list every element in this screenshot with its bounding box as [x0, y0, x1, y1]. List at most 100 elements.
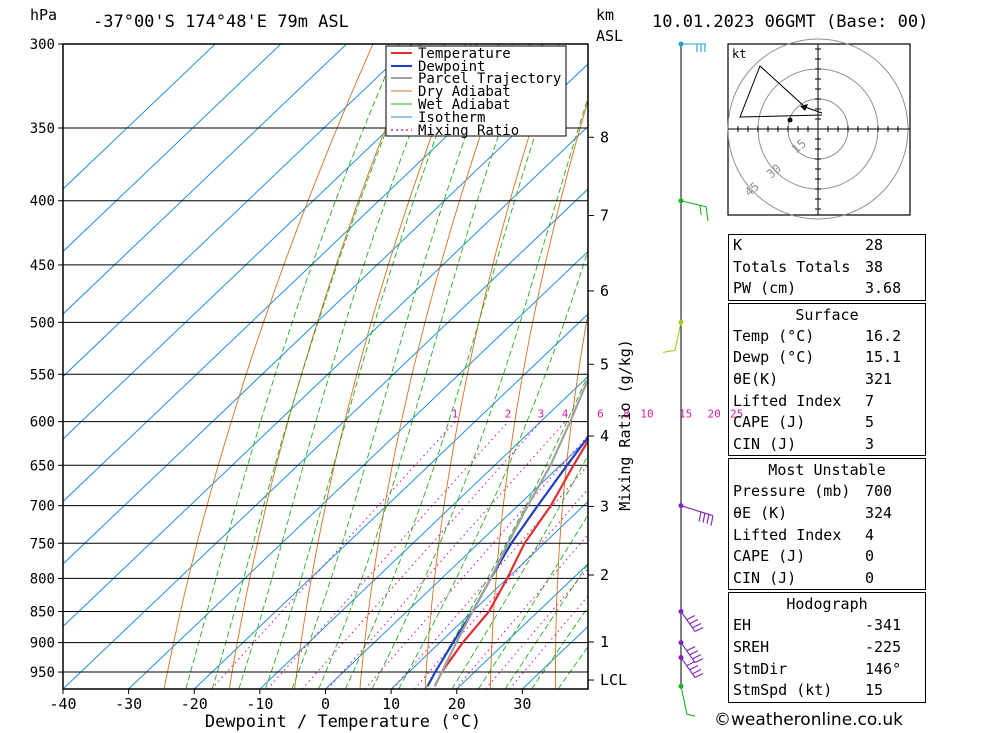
wind-barb [680, 642, 704, 664]
legend-label-wet-adiabat: Wet Adiabat [418, 97, 511, 113]
mu-row: θE (K) 324 [729, 503, 925, 525]
index-value: 3 [865, 434, 875, 453]
general-indices-block: K 28 Totals Totals 38 PW (cm) 3.68 [728, 234, 926, 301]
index-value: 16.2 [865, 326, 902, 345]
temperature-tick-label: 30 [513, 695, 531, 713]
index-value: 15.1 [865, 348, 902, 367]
hodograph-point [787, 117, 793, 123]
index-label: Dewp (°C) [733, 348, 815, 367]
hodograph-title: Hodograph [786, 595, 868, 614]
legend-label-dry-adiabat: Dry Adiabat [418, 84, 511, 100]
temperature-profile [433, 438, 588, 687]
hodograph: kt 15 30 45 [727, 38, 911, 220]
index-label: StmSpd (kt) [733, 681, 833, 700]
isotherm-line [63, 63, 588, 565]
pressure-tick-label: 950 [30, 665, 55, 681]
wet-adiabat-line [371, 96, 588, 689]
wet-adiabat-line [531, 606, 588, 689]
dry-adiabat-line [163, 44, 374, 689]
pressure-tick-label: 850 [30, 604, 55, 620]
isotherm-line [63, 44, 544, 503]
index-value: 5 [865, 413, 875, 432]
copyright-text[interactable]: ©weatheronline.co.uk [714, 710, 904, 730]
temperature-tick-label: -40 [49, 695, 76, 713]
surface-title: Surface [795, 305, 859, 324]
index-value: 324 [865, 503, 893, 522]
index-label: CIN (J) [733, 568, 797, 587]
wind-barb [680, 657, 704, 679]
hodo-row: EH -341 [729, 615, 925, 637]
pressure-tick-label: 650 [30, 458, 55, 474]
legend-label-parcel: Parcel Trajectory [418, 71, 561, 87]
mixing-ratio-line [413, 488, 588, 689]
wind-barb [681, 43, 706, 52]
index-value: 146° [865, 659, 902, 678]
index-label: Lifted Index [733, 525, 842, 544]
wet-adiabat-line [398, 249, 588, 689]
legend: Temperature Dewpoint Parcel Trajectory D… [385, 45, 567, 139]
index-label: Totals Totals [733, 257, 851, 276]
surface-row: CIN (J) 3 [729, 434, 925, 456]
index-value: 28 [865, 236, 884, 254]
index-label: θE (K) [733, 503, 788, 522]
surface-row: Dewp (°C) 15.1 [729, 347, 925, 369]
km-tick-label: 3 [600, 497, 609, 515]
wet-adiabat-line [185, 44, 400, 689]
pressure-tick-label: 300 [30, 37, 55, 53]
wet-adiabat-line [211, 44, 422, 689]
dry-adiabat-line [424, 44, 560, 689]
mixing-ratio-label: 10 [640, 408, 653, 421]
pressure-tick-label: 750 [30, 536, 55, 552]
temperature-tick-label: 0 [321, 695, 330, 713]
index-label: SREH [733, 637, 770, 656]
surface-block: Surface Temp (°C) 16.2 Dewp (°C) 15.1 θE(K… [728, 302, 926, 457]
km-tick-label: 1 [600, 633, 609, 651]
datetime-title: 10.01.2023 06GMT (Base: 00) [652, 12, 929, 32]
pressure-tick-label: 900 [30, 636, 55, 652]
km-tick-label: LCL [600, 671, 627, 689]
mixing-ratio-label: 15 [679, 408, 692, 421]
mixing-ratio-label: 6 [597, 408, 604, 421]
index-value: 0 [865, 547, 875, 566]
wet-adiabat-line [291, 44, 500, 689]
pressure-tick-label: 550 [30, 367, 55, 383]
surface-row: Lifted Index 7 [729, 391, 925, 413]
pressure-tick-label: 700 [30, 499, 55, 515]
isotherm-line [193, 313, 588, 689]
mixing-ratio-line [267, 421, 509, 689]
isotherm-line [128, 250, 588, 689]
dry-adiabat-line [555, 310, 588, 689]
hodo-row: StmDir 146° [729, 659, 925, 681]
isotherm-line [63, 44, 347, 315]
dry-adiabat-line [359, 44, 513, 689]
temperature-tick-label: -20 [181, 695, 208, 713]
index-value: 3.68 [865, 279, 902, 298]
km-tick-label: 7 [600, 207, 609, 225]
index-value: -225 [865, 637, 902, 656]
isotherm-line [63, 188, 588, 689]
mixing-ratio-line [301, 421, 542, 689]
pressure-tick-label: 350 [30, 121, 55, 137]
wind-barb [680, 611, 704, 632]
index-label: EH [733, 616, 752, 635]
index-label: CAPE (J) [733, 547, 806, 566]
wind-barb [680, 505, 714, 526]
wet-adiabat-line [264, 44, 472, 689]
mu-row: Pressure (mb) 700 [729, 481, 925, 503]
wet-adiabat-line [424, 373, 588, 689]
wet-adiabat-line [238, 44, 446, 689]
index-label: θE(K) [733, 369, 779, 388]
asl-unit-label: ASL [596, 27, 624, 45]
pressure-tick-label: 400 [30, 194, 55, 210]
temperature-tick-label: 20 [448, 695, 466, 713]
mixing-ratio-line [327, 421, 566, 689]
isotherm-line [63, 44, 216, 190]
hodograph-indices-block: Hodograph EH -341 SREH -225 StmDir 146° Stm… [728, 592, 926, 703]
mixing-ratio-label: 25 [730, 408, 743, 421]
index-label: CIN (J) [733, 434, 797, 453]
temperature-tick-label: -10 [246, 695, 273, 713]
km-tick-label: 5 [600, 355, 609, 373]
hodograph-trace [739, 65, 823, 118]
mixing-ratio-label: 3 [538, 408, 545, 421]
index-value: -341 [865, 616, 902, 635]
